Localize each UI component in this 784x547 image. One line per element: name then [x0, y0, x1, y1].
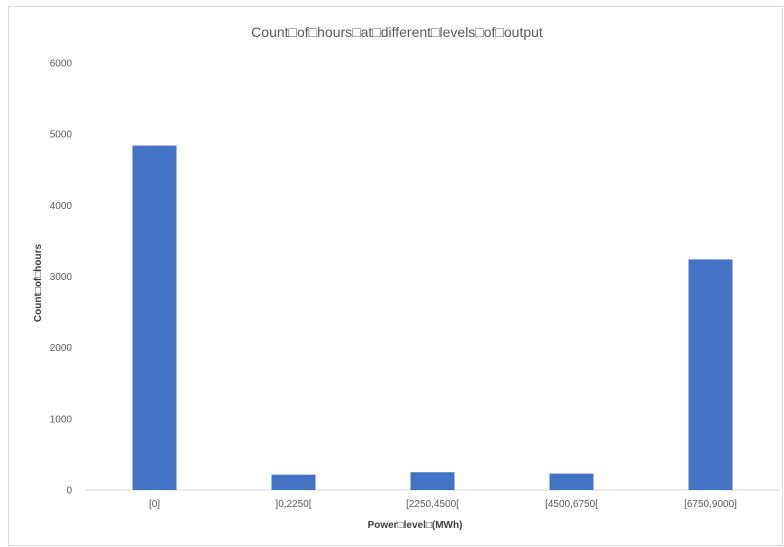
bar-chart: Count□of□hours□at□different□levels□of□ou… [33, 24, 780, 531]
x-axis-ticks: [0] ]0,2250[ [2250,4500[ [4500,6750[ [6750,9… [149, 499, 737, 510]
y-tick-label: 6000 [50, 59, 73, 70]
y-tick-label: 0 [66, 486, 72, 497]
bars-group [132, 145, 733, 490]
y-tick-label: 1000 [50, 414, 73, 425]
x-tick-label: ]0,2250[ [275, 499, 311, 510]
x-tick-label: [4500,6750[ [545, 499, 598, 510]
x-tick-label: [2250,4500[ [406, 499, 459, 510]
bar [688, 259, 733, 490]
bar [271, 474, 316, 490]
y-axis-ticks: 0 1000 2000 3000 4000 5000 6000 [50, 59, 73, 497]
y-axis-title: Count□of□hours [33, 243, 44, 322]
y-tick-label: 4000 [50, 201, 73, 212]
chart-container: Count□of□hours□at□different□levels□of□ou… [8, 6, 783, 546]
y-tick-label: 5000 [50, 130, 73, 141]
bar [410, 472, 455, 490]
chart-title: Count□of□hours□at□different□levels□of□ou… [251, 24, 543, 40]
x-axis-title: Power□level□(MWh) [368, 520, 463, 531]
y-tick-label: 3000 [50, 272, 73, 283]
x-tick-label: [0] [149, 499, 160, 510]
x-tick-label: [6750,9000] [684, 499, 737, 510]
bar [549, 473, 594, 490]
y-tick-label: 2000 [50, 343, 73, 354]
bar [132, 145, 177, 490]
